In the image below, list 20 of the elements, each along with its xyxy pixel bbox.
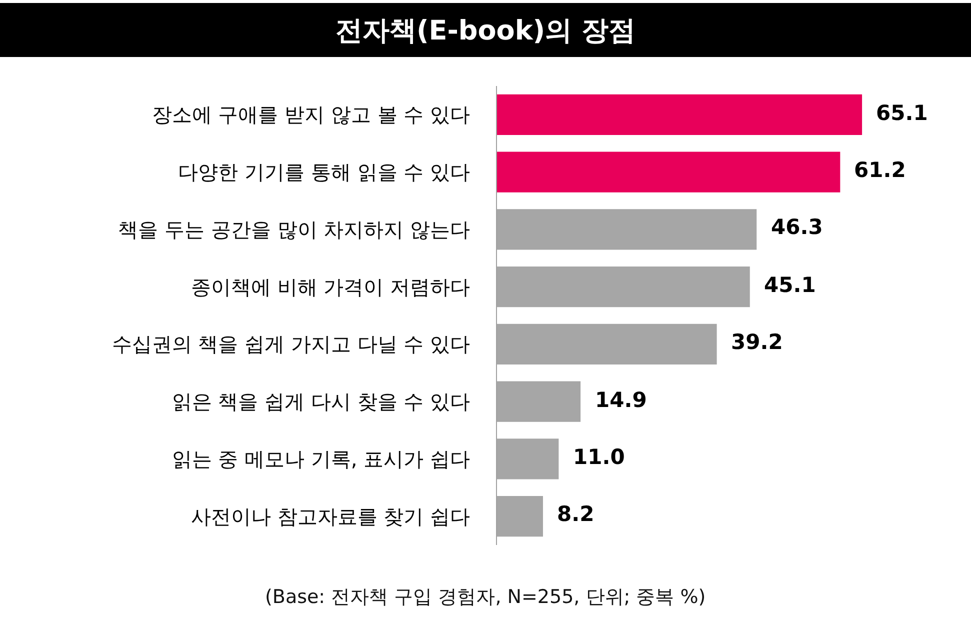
data-label: 8.2 bbox=[557, 502, 594, 526]
y-tick-label: 수십권의 책을 쉽게 가지고 다닐 수 있다 bbox=[112, 332, 470, 356]
y-tick-label: 읽은 책을 쉽게 다시 찾을 수 있다 bbox=[172, 390, 470, 414]
y-tick-label: 다양한 기기를 통해 읽을 수 있다 bbox=[178, 160, 470, 184]
data-label: 45.1 bbox=[764, 273, 816, 297]
data-label: 14.9 bbox=[595, 388, 647, 412]
data-label: 39.2 bbox=[731, 330, 783, 354]
chart-title: 전자책(E-book)의 장점 bbox=[335, 15, 636, 46]
bar bbox=[497, 152, 840, 192]
data-label: 46.3 bbox=[771, 215, 823, 239]
data-label: 65.1 bbox=[876, 101, 928, 125]
y-tick-label: 종이책에 비해 가격이 저렴하다 bbox=[190, 274, 470, 299]
bar bbox=[497, 94, 862, 136]
y-tick-label: 읽는 중 메모나 기록, 표시가 쉽다 bbox=[172, 446, 470, 471]
text: (Base: 전자책 구입 경험자, N=255, 단위; 중복 %) bbox=[265, 586, 706, 608]
y-tick-label: 장소에 구애를 받지 않고 볼 수 있다 bbox=[152, 102, 470, 127]
y-tick-label: 사전이나 참고자료를 찾기 쉽다 bbox=[190, 504, 470, 528]
data-label: 61.2 bbox=[854, 158, 906, 182]
y-tick-label: 책을 두는 공간을 많이 차지하지 않는다 bbox=[118, 217, 470, 242]
data-label: 11.0 bbox=[573, 445, 625, 469]
